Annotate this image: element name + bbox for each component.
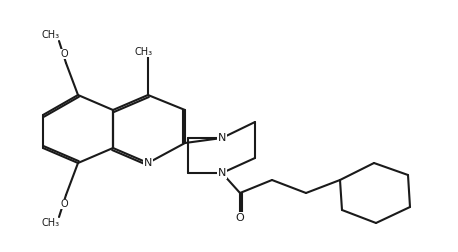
Text: O: O xyxy=(235,213,245,223)
Text: O: O xyxy=(60,49,68,59)
Text: O: O xyxy=(60,199,68,209)
Text: N: N xyxy=(218,168,226,178)
Text: N: N xyxy=(218,133,226,143)
Text: CH₃: CH₃ xyxy=(135,47,153,57)
Text: N: N xyxy=(144,158,152,168)
Text: CH₃: CH₃ xyxy=(42,30,60,40)
Text: CH₃: CH₃ xyxy=(42,218,60,228)
